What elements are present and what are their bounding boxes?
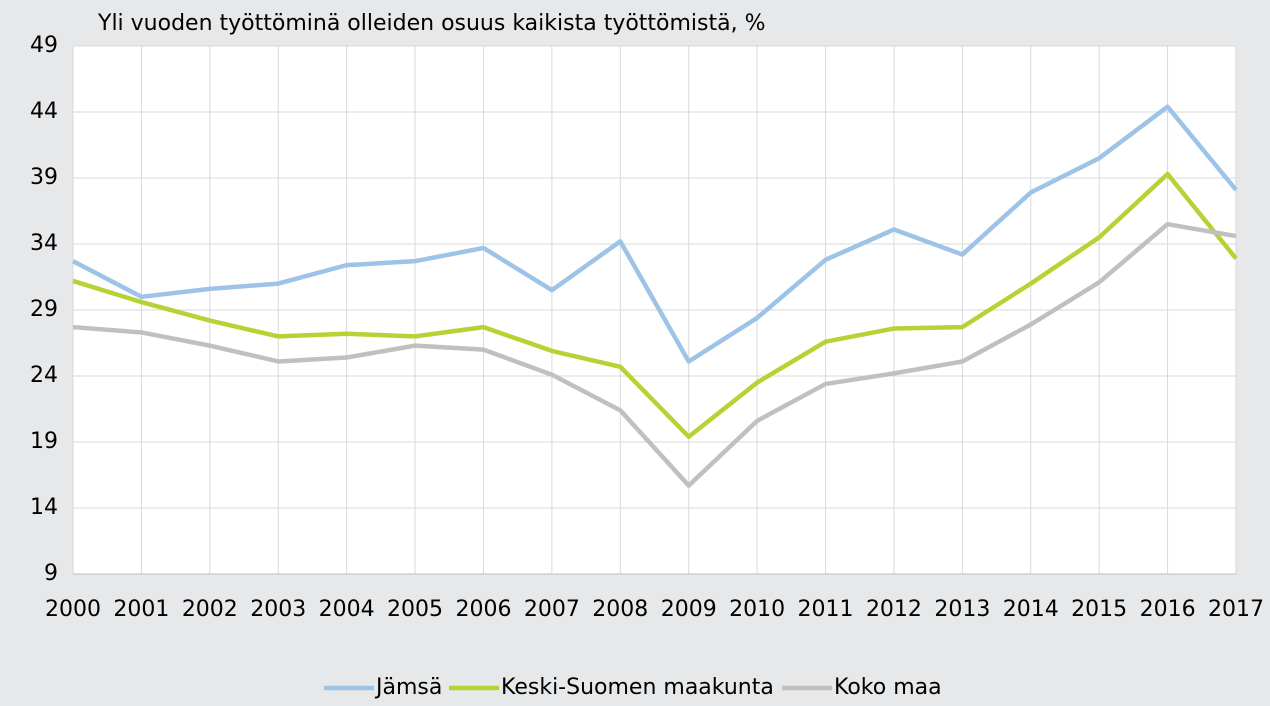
x-tick-label: 2006 [455, 597, 511, 622]
x-tick-label: 2007 [524, 597, 580, 622]
legend-label: Koko maa [834, 675, 942, 700]
x-tick-label: 2004 [319, 597, 375, 622]
y-tick-label: 19 [30, 429, 58, 454]
x-tick-label: 2013 [934, 597, 990, 622]
x-tick-label: 2017 [1208, 597, 1264, 622]
y-tick-label: 9 [44, 561, 58, 586]
y-tick-label: 39 [30, 165, 58, 190]
legend-label: Keski-Suomen maakunta [501, 675, 774, 700]
y-tick-label: 44 [30, 99, 58, 124]
legend-label: Jämsä [374, 675, 442, 700]
line-series [71, 104, 1238, 364]
x-tick-label: 2002 [182, 597, 238, 622]
x-tick-label: 2009 [661, 597, 717, 622]
y-tick-label: 29 [30, 297, 58, 322]
x-tick-label: 2008 [592, 597, 648, 622]
y-tick-label: 14 [30, 495, 58, 520]
x-tick-label: 2005 [387, 597, 443, 622]
line-series [72, 171, 1238, 439]
x-tick-label: 2015 [1071, 597, 1127, 622]
x-tick-label: 2014 [1003, 597, 1059, 622]
chart-title: Yli vuoden työttöminä olleiden osuus kai… [97, 11, 766, 36]
x-tick-label: 2010 [729, 597, 785, 622]
y-tick-label: 34 [30, 231, 58, 256]
x-tick-label: 2011 [798, 597, 854, 622]
x-tick-label: 2003 [250, 597, 306, 622]
x-tick-label: 2016 [1140, 597, 1196, 622]
y-tick-label: 49 [30, 33, 58, 58]
y-tick-label: 24 [30, 363, 58, 388]
x-tick-label: 2001 [113, 597, 169, 622]
x-tick-label: 2012 [866, 597, 922, 622]
x-tick-label: 2000 [45, 597, 101, 622]
line-series [72, 221, 1237, 488]
